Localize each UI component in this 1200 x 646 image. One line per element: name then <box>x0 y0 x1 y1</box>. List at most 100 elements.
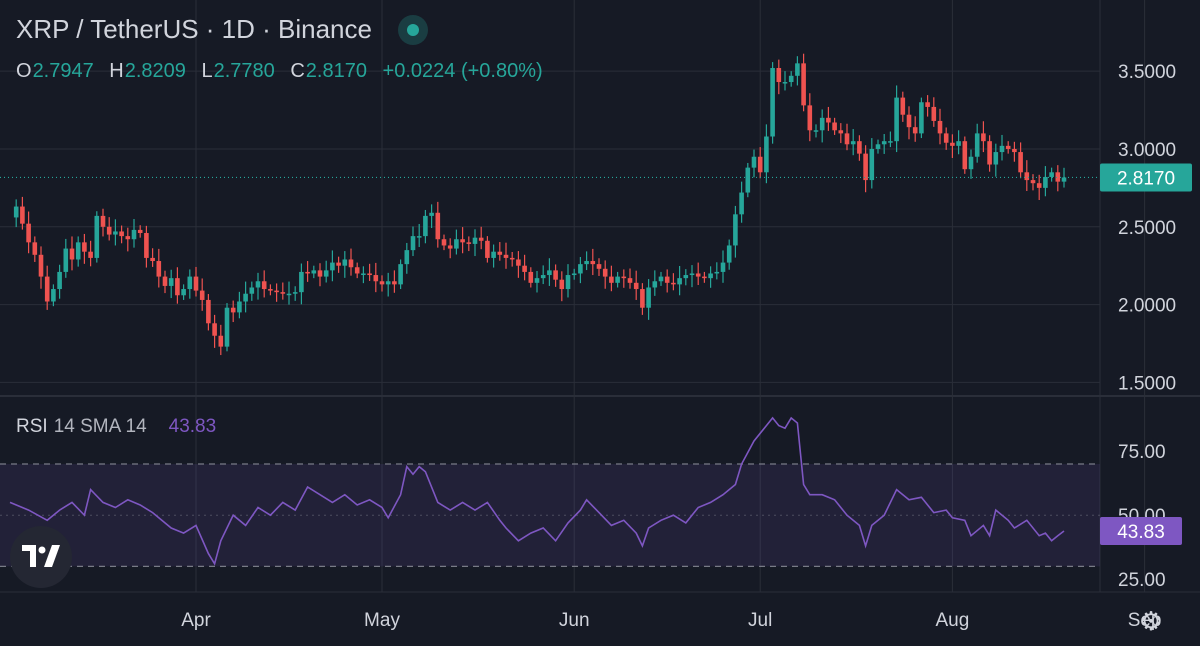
candle-body <box>286 293 292 296</box>
candle-body <box>1005 145 1011 149</box>
candle-body <box>478 237 484 241</box>
candle-body <box>1055 172 1061 182</box>
candle-body <box>218 335 224 347</box>
candle-body <box>199 290 205 300</box>
candle-body <box>633 282 639 290</box>
candle-body <box>268 289 273 291</box>
tradingview-logo-icon[interactable] <box>10 526 72 588</box>
candle-body <box>230 307 236 313</box>
candle-body <box>993 152 999 165</box>
candle-body <box>689 273 695 276</box>
candle-body <box>795 63 800 76</box>
last-price-label: 2.8170 <box>1117 168 1175 189</box>
candle-body <box>894 97 899 142</box>
candle-body <box>1018 152 1023 173</box>
candle-body <box>652 281 658 288</box>
candle-body <box>292 292 298 294</box>
rsi-name: RSI <box>16 416 48 437</box>
candle-body <box>75 242 81 260</box>
candle-body <box>906 114 912 128</box>
x-tick-label: Aug <box>935 610 969 631</box>
candle-body <box>491 251 496 258</box>
candle-body <box>733 214 738 246</box>
candle-body <box>602 268 608 277</box>
candle-body <box>113 231 118 235</box>
chart-header: XRP / TetherUS · 1D · Binance <box>16 14 428 45</box>
candle-body <box>931 106 937 121</box>
candle-body <box>919 102 924 134</box>
tradingview-logo-shape <box>22 545 60 567</box>
candle-body <box>646 287 651 308</box>
candle-body <box>317 270 323 277</box>
candle-body <box>509 257 515 260</box>
candle-body <box>168 278 174 286</box>
candle-body <box>925 102 930 107</box>
candle-body <box>119 231 124 237</box>
candle-body <box>361 273 366 275</box>
candle-body <box>38 254 44 277</box>
candle-body <box>596 264 602 269</box>
candle-body <box>770 68 775 137</box>
candle-body <box>144 233 149 258</box>
candle-body <box>162 276 168 286</box>
candle-body <box>844 133 850 145</box>
candle-body <box>441 239 447 246</box>
candle-body <box>528 271 534 283</box>
symbol-title[interactable]: XRP / TetherUS · 1D · Binance <box>16 14 372 44</box>
rsi-tick-label: 25.00 <box>1118 570 1166 591</box>
rsi-value: 43.83 <box>168 416 217 437</box>
rsi-line <box>9 416 1065 566</box>
candle-body <box>460 239 465 243</box>
candle-body <box>627 278 633 283</box>
candle-body <box>726 245 732 263</box>
low-value: 2.7780 <box>213 60 275 82</box>
candle-body <box>212 323 217 336</box>
candle-body <box>615 276 620 283</box>
candle-body <box>454 239 459 249</box>
x-tick-label: May <box>364 610 400 631</box>
candle-body <box>354 267 360 274</box>
last-price-badge <box>1100 163 1192 192</box>
candle-body <box>20 206 25 224</box>
candle-body <box>249 287 255 294</box>
candle-body <box>708 273 713 279</box>
gear-icon[interactable]: ⚙ <box>1139 606 1163 636</box>
candle-body <box>832 122 837 131</box>
candle-body <box>175 278 180 296</box>
candle-body <box>826 117 831 123</box>
candle-body <box>590 261 596 265</box>
candle-body <box>516 259 521 266</box>
low-label: L <box>201 60 213 82</box>
candle-body <box>553 270 558 280</box>
candle-body <box>720 262 726 272</box>
candle-body <box>206 299 211 324</box>
candle-body <box>299 271 304 293</box>
candle-body <box>999 145 1005 153</box>
candle-body <box>125 236 131 240</box>
rsi-legend[interactable]: RSI 14 SMA 14 43.83 <box>16 416 216 438</box>
candle-body <box>305 271 310 274</box>
candle-body <box>423 215 428 237</box>
candle-body <box>937 120 943 134</box>
candle-body <box>336 262 341 266</box>
candle-body <box>323 270 329 277</box>
candle-body <box>69 248 75 260</box>
candle-body <box>950 142 955 146</box>
candle-body <box>497 251 503 255</box>
candle-body <box>51 289 56 302</box>
candle-body <box>472 237 478 244</box>
candle-body <box>63 248 69 272</box>
candle-body <box>410 236 416 251</box>
close-value: 2.8170 <box>305 60 367 82</box>
candle-body <box>94 215 100 258</box>
price-tick-label: 1.5000 <box>1118 373 1176 394</box>
candle-body <box>1024 172 1030 181</box>
candle-body <box>584 261 589 265</box>
candle-body <box>237 301 242 313</box>
x-tick-label: Sep <box>1128 610 1162 631</box>
candle-body <box>671 282 676 285</box>
candle-body <box>57 271 62 290</box>
candle-body <box>764 136 769 173</box>
candle-body <box>243 293 248 302</box>
